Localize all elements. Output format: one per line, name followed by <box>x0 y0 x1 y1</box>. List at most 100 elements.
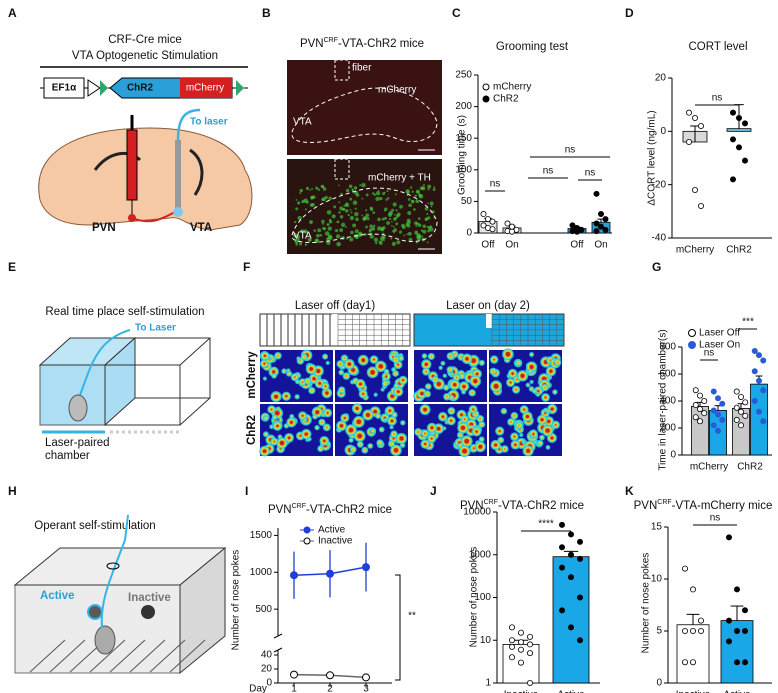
label: fiber <box>352 63 372 74</box>
speckle <box>298 242 302 246</box>
heat-blob <box>399 436 404 441</box>
speckle <box>324 231 330 236</box>
heat-blob <box>356 419 362 425</box>
speckle <box>424 206 429 211</box>
speckle <box>353 186 358 190</box>
bar <box>676 624 710 684</box>
point <box>751 368 758 375</box>
speckle <box>359 184 362 187</box>
heat-blob <box>285 395 288 398</box>
speckle <box>416 233 422 238</box>
point <box>527 641 534 648</box>
gene <box>180 78 232 98</box>
speckle <box>296 234 300 239</box>
speckle <box>333 205 337 209</box>
y-tick-label: 200 <box>455 101 472 112</box>
speckle <box>413 208 416 211</box>
y-tick-label: 1500 <box>250 530 273 541</box>
heat-blob <box>298 358 299 359</box>
speckle <box>361 214 363 217</box>
speckle <box>390 237 393 240</box>
heat-blob <box>424 432 426 434</box>
speckle <box>301 201 304 204</box>
speckle <box>365 225 368 229</box>
heat-blob <box>365 412 370 417</box>
y-tick-label: 10000 <box>463 507 491 518</box>
legend-label: Active <box>318 525 346 536</box>
heat-blob <box>289 420 293 424</box>
point <box>518 659 525 666</box>
y-tick-label: 800 <box>659 342 676 353</box>
point <box>715 395 722 402</box>
point <box>760 387 767 394</box>
point <box>692 402 699 409</box>
heat-blob <box>549 369 553 373</box>
point <box>690 586 697 593</box>
speckle <box>395 209 398 212</box>
heat-blob <box>530 353 533 356</box>
heat-blob <box>540 418 544 422</box>
heat-blob <box>529 364 534 369</box>
y-tick-label: 1 <box>485 678 491 689</box>
heat-blob <box>550 436 554 440</box>
legend-marker <box>303 537 311 545</box>
point <box>598 211 605 218</box>
heat-blob <box>285 424 288 427</box>
speckle <box>293 233 298 238</box>
speckle <box>384 207 388 212</box>
heat-blob <box>545 428 550 433</box>
heat-blob <box>373 358 375 361</box>
heat-blob <box>263 362 266 365</box>
label: CRF-Cre mice <box>108 34 181 46</box>
y-axis-label: Number of nose pokes <box>469 547 480 648</box>
speckle <box>380 227 383 230</box>
chart-title: CORT level <box>688 41 747 53</box>
annotation: ns <box>710 513 721 524</box>
heat-blob <box>296 380 299 383</box>
point <box>686 138 693 145</box>
speckle <box>375 196 380 202</box>
speckle <box>294 240 299 244</box>
heat-blob <box>301 414 304 417</box>
title-sup: CRF <box>324 37 338 44</box>
speckle <box>410 199 415 204</box>
speckle <box>340 192 343 196</box>
speckle <box>346 237 349 240</box>
heat-blob <box>276 424 279 428</box>
speckle <box>310 196 314 200</box>
heat-blob <box>361 358 366 362</box>
y-tick-label: 10 <box>480 635 492 646</box>
point <box>730 109 737 116</box>
speckle <box>415 232 418 235</box>
speckle <box>295 207 299 211</box>
point <box>751 348 758 355</box>
heat-blob <box>343 417 346 419</box>
speckle <box>411 190 414 193</box>
heat-blob <box>326 412 329 414</box>
speckle <box>393 226 395 228</box>
speckle <box>422 229 427 234</box>
label: Laser off (day1) <box>295 300 376 312</box>
speckle <box>399 204 403 209</box>
x-tick-label: Inactive <box>504 690 539 693</box>
panel-letter: E <box>8 260 16 274</box>
heat-blob <box>385 419 386 421</box>
heat-blob <box>505 351 511 357</box>
point <box>362 673 370 682</box>
y-tick-label: 400 <box>659 396 676 407</box>
speckle <box>387 197 390 200</box>
speckle <box>372 211 376 214</box>
point <box>568 551 575 558</box>
speckle <box>418 194 422 198</box>
active-hole <box>87 604 103 620</box>
speckle <box>349 215 355 221</box>
speckle <box>391 208 395 212</box>
legend-label: Inactive <box>318 536 353 547</box>
speckle <box>364 216 368 220</box>
x-tick-label: 1 <box>291 684 297 693</box>
speckle <box>394 193 397 196</box>
speckle <box>393 217 397 221</box>
y-tick-label: 250 <box>455 70 472 81</box>
heat-blob <box>472 408 474 411</box>
label: chamber <box>45 450 90 462</box>
